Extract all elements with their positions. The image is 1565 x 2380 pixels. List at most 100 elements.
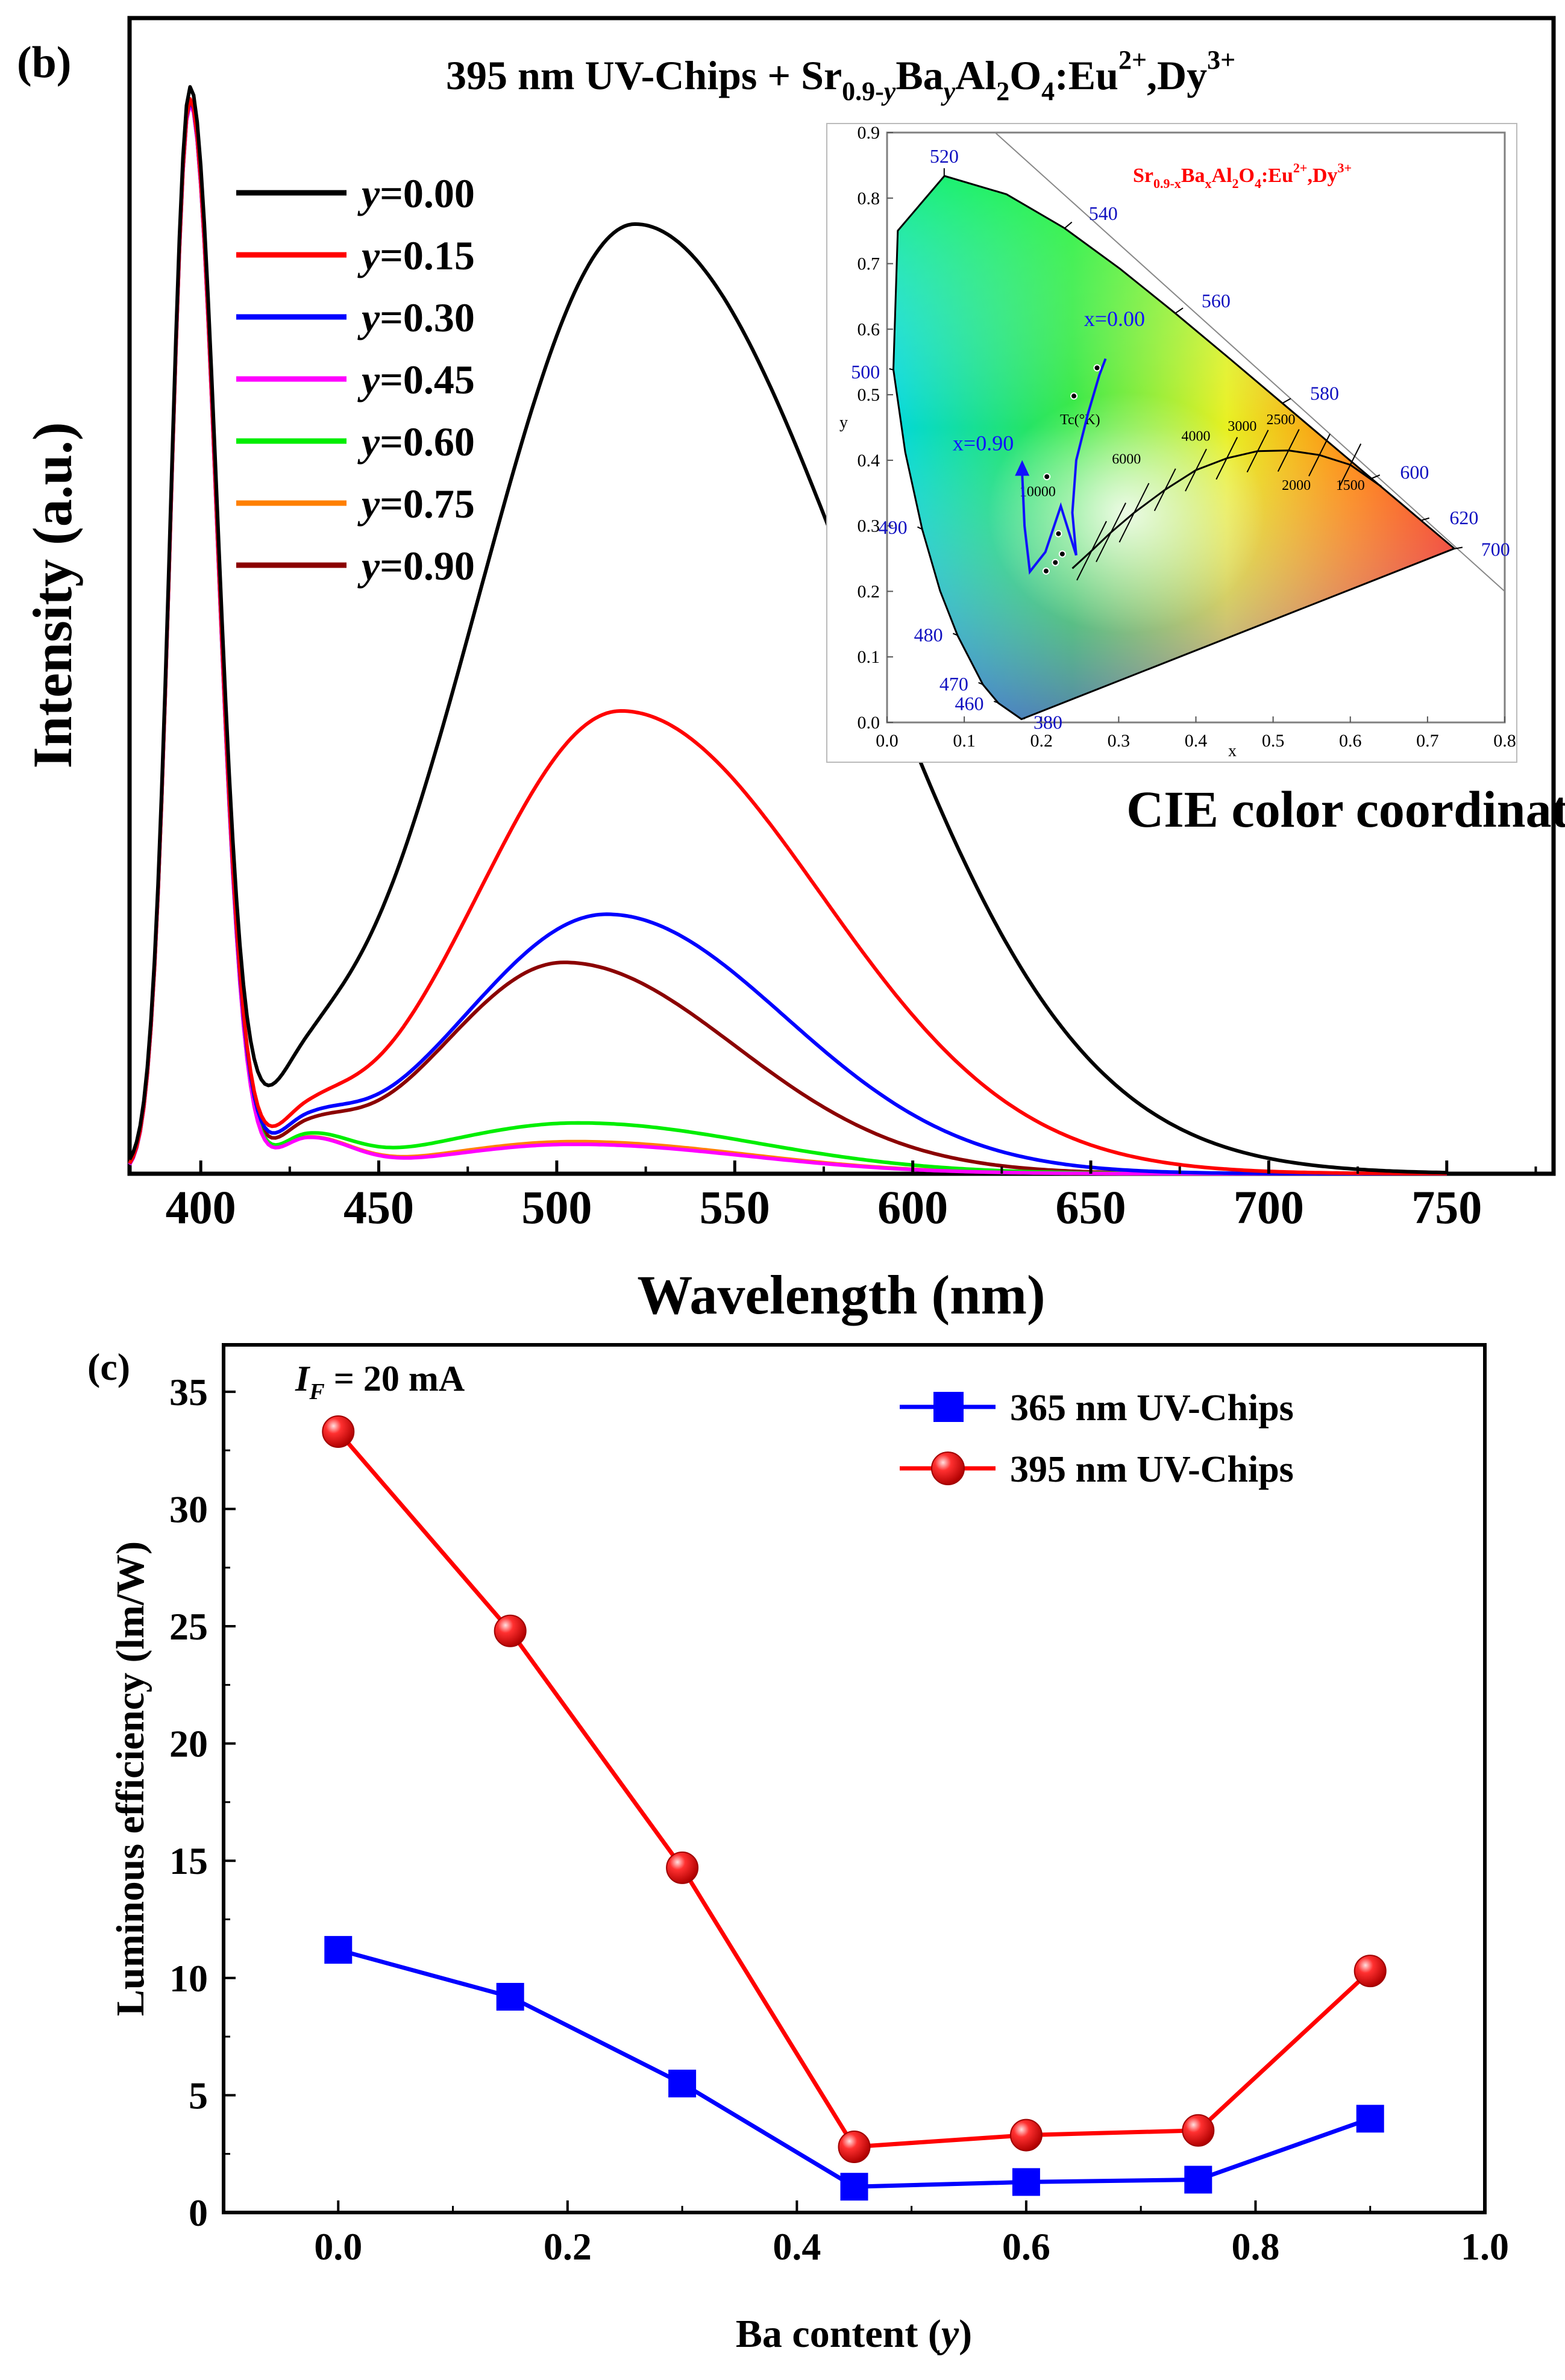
cie-isotherm-line — [1076, 521, 1107, 581]
cie-wavelength-tick — [993, 701, 999, 704]
cie-point-2 — [1043, 473, 1051, 481]
panel-c-y-tick-label: 30 — [169, 1488, 208, 1530]
cie-x-tick-label: 0.0 — [876, 731, 899, 751]
panel-c-circle-marker — [666, 1851, 699, 1884]
cie-point-4 — [1058, 550, 1066, 558]
cie-cct-label: Tc(°K) — [1060, 412, 1100, 428]
cie-isotherm-line — [1277, 429, 1300, 472]
legend-label-value: =0.60 — [380, 419, 475, 465]
panel-c-plot-frame — [222, 1343, 1487, 2214]
cie-wavelength-tick — [1454, 546, 1463, 550]
panel-c-circle-marker — [322, 1415, 355, 1448]
panel-c-square-marker — [1184, 2165, 1212, 2194]
legend-label-0: y=0.00 — [357, 171, 475, 216]
cie-axis-ticks: 0.0 0.1 0.2 0.3 0.4 0.5 0.6 0.7 0.8 0.0 0.1 0.2 0.3 0… — [858, 123, 1516, 751]
panel-c-legend-square — [933, 1392, 964, 1422]
cie-wavelength-label: 600 — [1400, 461, 1429, 483]
legend-label-symbol: y — [357, 543, 380, 589]
cie-point-6 — [1042, 567, 1050, 575]
cie-isotherm-line — [1308, 433, 1331, 477]
panel-c-legend-label-1: 395 nm UV-Chips — [1010, 1449, 1294, 1490]
legend-label-symbol: y — [357, 233, 380, 278]
panel-c-line-1 — [336, 1430, 1372, 2149]
spectrum-curve-1 — [128, 97, 1447, 1176]
panel-b-x-tick-label: 600 — [877, 1181, 948, 1233]
legend-label-1: y=0.15 — [357, 233, 475, 278]
cie-inset: 0.0 0.1 0.2 0.3 0.4 0.5 0.6 0.7 0.8 0.0 0.1 0.2 0.3 0… — [826, 123, 1517, 763]
panel-c-square-marker — [1356, 2105, 1384, 2133]
cie-cct-label: 1500 — [1336, 478, 1365, 493]
cie-x-axis-label: x — [1228, 742, 1237, 760]
cie-wavelength-label: 490 — [879, 516, 908, 538]
panel-c-square-marker — [1012, 2168, 1040, 2196]
cie-planck-curve — [1071, 449, 1382, 569]
panel-c-annotation: IF = 20 mA — [295, 1359, 465, 1405]
panel-c-circle-marker — [1353, 1955, 1387, 1988]
cie-points — [1042, 364, 1101, 575]
cie-wavelength-label: 540 — [1089, 202, 1118, 224]
spectrum-curve-2 — [128, 98, 1447, 1176]
panel-c-square-marker — [324, 1936, 353, 1964]
legend-label-3: y=0.45 — [357, 357, 475, 402]
cie-isotherm-line — [1185, 448, 1207, 492]
cie-trajectory-lower — [1021, 473, 1077, 575]
cie-isotherm-line — [1339, 443, 1362, 486]
legend-label-5: y=0.75 — [357, 481, 475, 527]
panel-c-x-tick-label: 0.4 — [773, 2225, 821, 2268]
cie-cct-label: 2000 — [1282, 478, 1311, 493]
cie-wavelength-tick — [1370, 474, 1381, 480]
cie-y-tick-label: 0.6 — [858, 319, 880, 339]
cie-wavelength-tick — [1021, 718, 1026, 720]
panel-c-x-tick-label: 1.0 — [1461, 2225, 1509, 2268]
cie-wavelength-label: 380 — [1033, 712, 1062, 733]
panel-c-circle-marker — [1009, 2119, 1043, 2152]
panel-c-label: (c) — [87, 1345, 130, 1388]
cie-wavelength-label: 520 — [930, 145, 959, 167]
panel-c-square-marker — [668, 2069, 697, 2097]
cie-wavelength-label: 470 — [939, 673, 968, 695]
panel-c-x-tick-label: 0.8 — [1231, 2225, 1279, 2268]
cie-x-tick-label: 0.4 — [1185, 731, 1208, 751]
cie-point-0 — [1093, 364, 1101, 372]
panel-b-x-tick-label: 650 — [1056, 1181, 1126, 1233]
cie-wavelength-tick — [1064, 221, 1073, 229]
spectrum-curve-0 — [128, 85, 1447, 1175]
cie-cct-label: 2500 — [1266, 412, 1295, 428]
panel-b-plot-frame — [127, 16, 1556, 1176]
panel-b-x-tick-label: 450 — [343, 1181, 414, 1233]
cie-y-tick-label: 0.5 — [858, 385, 880, 405]
panel-c-circle-marker — [1182, 2114, 1215, 2147]
panel-c-efficiency: (c) IF = 20 mA 0.0 0.2 0.4 0.6 0.8 1.0 0 5 10 15 2… — [87, 1343, 1509, 2356]
panel-b-x-tick-label: 750 — [1411, 1181, 1482, 1233]
cie-isotherm-line — [1153, 468, 1176, 512]
panel-c-y-tick-label: 35 — [169, 1371, 208, 1414]
panel-b-x-tick-label: 400 — [166, 1181, 236, 1233]
cie-isotherm-line — [1246, 430, 1269, 473]
legend-label-6: y=0.90 — [357, 543, 475, 589]
cie-point-3 — [1055, 530, 1062, 537]
panel-c-y-tick-label: 0 — [189, 2191, 208, 2234]
cie-wavelength-label: 620 — [1449, 507, 1478, 528]
cie-point-5 — [1052, 559, 1059, 566]
panel-b-x-tick-label: 550 — [700, 1181, 770, 1233]
panel-b-curves — [128, 85, 1447, 1176]
cie-wavelength-label: 460 — [955, 692, 984, 714]
cie-arrow-label-end: x=0.90 — [953, 431, 1014, 456]
cie-point-1 — [1070, 392, 1078, 400]
cie-diagonal-line — [994, 132, 1505, 592]
cie-wavelength-label: 500 — [851, 361, 880, 383]
cie-wavelength-tick — [978, 681, 983, 685]
panel-b-x-tick-label: 700 — [1234, 1181, 1304, 1233]
panel-c-y-tick-label: 10 — [169, 1957, 208, 2000]
cie-wavelength-label: 580 — [1310, 382, 1339, 404]
panel-b-spectra: (b) 395 nm UV-Chips + Sr0.9-yBayAl2O4:Eu… — [17, 16, 1565, 1326]
panel-c-legend-label-0: 365 nm UV-Chips — [1010, 1388, 1294, 1429]
cie-x-tick-label: 0.5 — [1262, 731, 1285, 751]
cie-isotherm-line — [1215, 437, 1238, 480]
cie-wavelength-tick — [953, 633, 958, 636]
cie-arrow-label-start: x=0.00 — [1084, 307, 1145, 331]
cie-cct-label: 10000 — [1020, 484, 1056, 500]
panel-b-x-tick-label: 500 — [521, 1181, 592, 1233]
cie-wavelength-label: 560 — [1202, 290, 1231, 312]
panel-c-legend: 365 nm UV-Chips 395 nm UV-Chips — [900, 1388, 1294, 1490]
